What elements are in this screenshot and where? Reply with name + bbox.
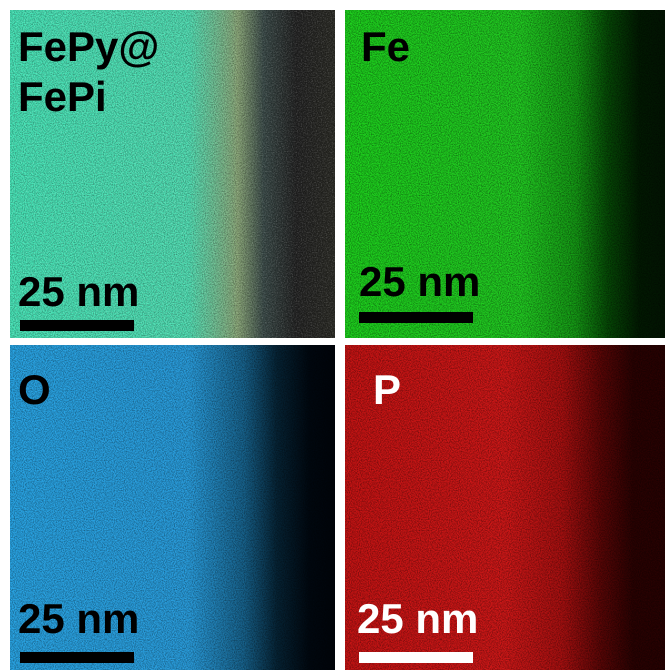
scale-bar: [20, 320, 134, 331]
label-line: P: [373, 365, 401, 415]
scale-bar: [20, 652, 134, 663]
label-line: FePi: [18, 72, 159, 122]
label-line: O: [18, 365, 51, 415]
panel-fe: Fe 25 nm: [345, 10, 665, 338]
panel-label: FePy@FePi: [18, 22, 159, 122]
scale-text: 25 nm: [18, 268, 139, 316]
figure: FePy@FePi 25 nm Fe 25 nm O 25 nm P 25 nm…: [0, 0, 665, 670]
panel-label: Fe: [361, 22, 410, 72]
label-line: FePy@: [18, 22, 159, 72]
scale-text: 25 nm: [18, 595, 139, 643]
scale-bar: [359, 652, 473, 663]
scale-bar: [359, 312, 473, 323]
panel-o: O 25 nm: [10, 345, 335, 670]
panel-p: P 25 nm: [345, 345, 665, 670]
panel-label: P: [373, 365, 401, 415]
panel-composite: FePy@FePi 25 nm: [10, 10, 335, 338]
scale-text: 25 nm: [359, 258, 480, 306]
label-line: Fe: [361, 22, 410, 72]
scale-text: 25 nm: [357, 595, 478, 643]
panel-label: O: [18, 365, 51, 415]
